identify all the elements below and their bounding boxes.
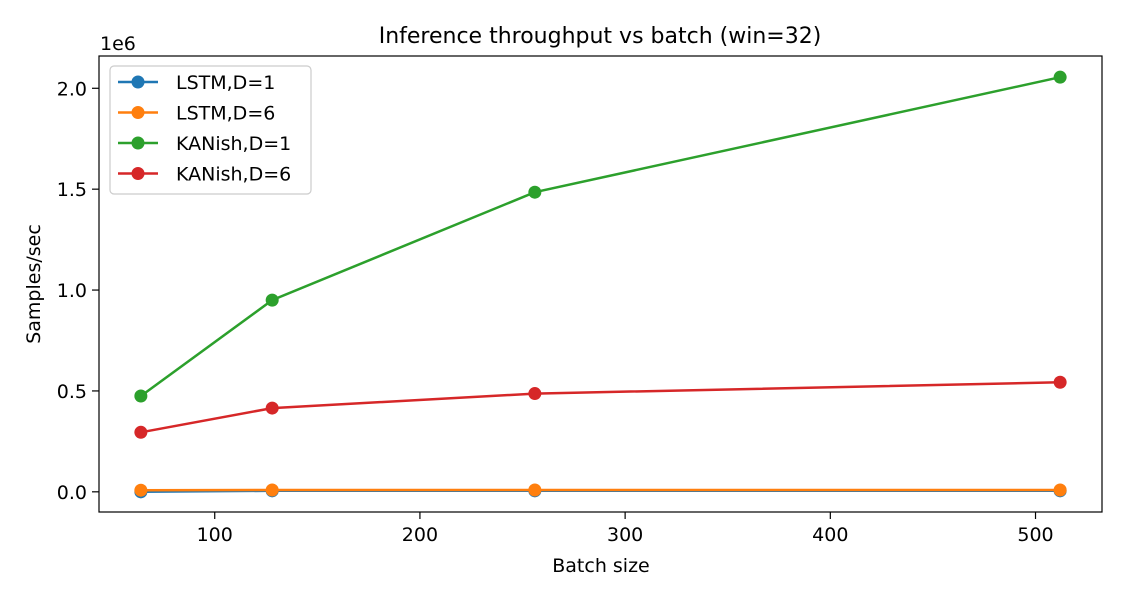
data-point bbox=[265, 483, 279, 497]
axis-ticks: 100 200 300 400 500 0.0 0.5 1.0 1.5 2.0 bbox=[57, 78, 1054, 546]
legend-item: LSTM,D=1 bbox=[118, 72, 275, 94]
data-point bbox=[528, 185, 542, 199]
legend-item: KANish,D=1 bbox=[118, 133, 291, 155]
data-point bbox=[265, 293, 279, 307]
y-tick-label: 2.0 bbox=[57, 78, 87, 100]
legend-marker bbox=[131, 167, 145, 180]
y-tick-label: 1.0 bbox=[57, 280, 87, 302]
data-point bbox=[134, 425, 148, 439]
legend-item: KANish,D=6 bbox=[118, 164, 291, 186]
series-line bbox=[140, 75, 1061, 398]
legend-label: KANish,D=6 bbox=[176, 164, 291, 186]
y-tick-label: 0.0 bbox=[57, 482, 87, 504]
legend-label: LSTM,D=6 bbox=[176, 103, 275, 125]
x-tick-label: 400 bbox=[812, 524, 848, 546]
chart-title: Inference throughput vs batch (win=32) bbox=[379, 24, 822, 49]
data-point bbox=[1053, 375, 1067, 389]
y-axis-label: Samples/sec bbox=[23, 224, 45, 344]
y-offset-label: 1e6 bbox=[100, 33, 136, 55]
x-tick-label: 100 bbox=[197, 524, 233, 546]
legend-label: KANish,D=1 bbox=[176, 133, 291, 155]
legend-marker bbox=[131, 106, 145, 119]
data-point bbox=[134, 483, 148, 497]
y-tick-label: 0.5 bbox=[57, 381, 87, 403]
plot-area bbox=[134, 70, 1067, 499]
x-tick-label: 500 bbox=[1017, 524, 1053, 546]
legend-marker bbox=[131, 136, 145, 150]
x-tick-label: 300 bbox=[607, 524, 643, 546]
data-point bbox=[265, 401, 279, 415]
series-kanish-d-6 bbox=[134, 375, 1067, 439]
legend: LSTM,D=1 LSTM,D=6 KANish,D=1 KANish,D=6 bbox=[109, 65, 312, 195]
data-point bbox=[528, 483, 542, 497]
series-line bbox=[140, 381, 1061, 434]
data-point bbox=[528, 387, 542, 401]
series-lstm-d-6 bbox=[134, 483, 1067, 497]
data-point bbox=[1053, 483, 1067, 497]
legend-item: LSTM,D=6 bbox=[118, 103, 275, 125]
plot-frame bbox=[98, 55, 1103, 513]
x-tick-label: 200 bbox=[402, 524, 438, 546]
legend-marker bbox=[131, 75, 145, 89]
series-kanish-d-1 bbox=[134, 70, 1067, 403]
y-tick-label: 1.5 bbox=[57, 179, 87, 201]
legend-label: LSTM,D=1 bbox=[176, 72, 275, 94]
legend-box bbox=[109, 65, 312, 195]
data-point bbox=[134, 389, 148, 403]
data-point bbox=[1053, 70, 1067, 84]
x-axis-label: Batch size bbox=[552, 555, 650, 577]
